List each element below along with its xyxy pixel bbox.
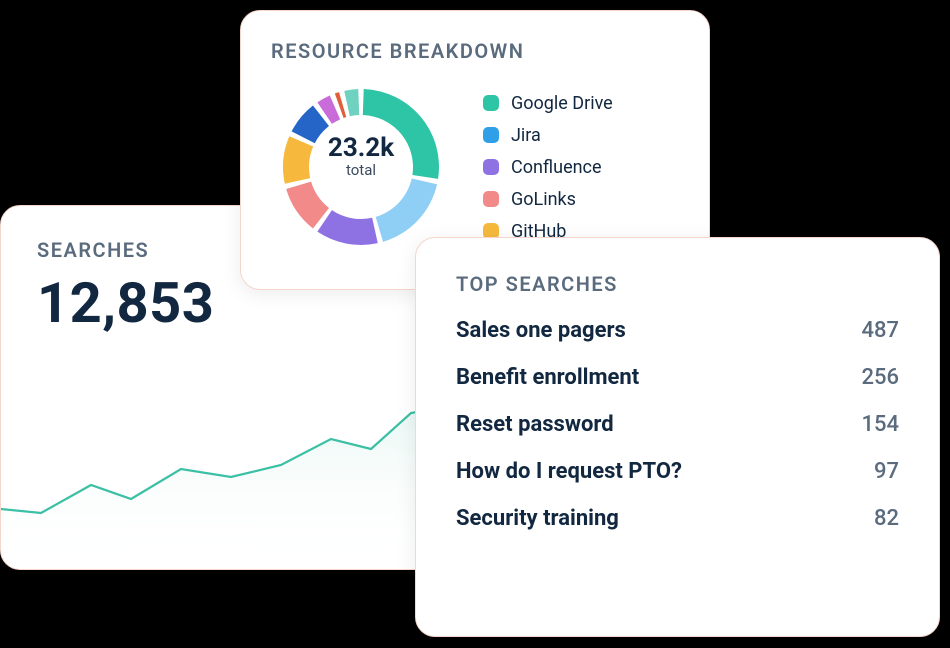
legend-label: GoLinks (511, 189, 576, 210)
legend-swatch (483, 95, 499, 111)
donut-slice (376, 179, 437, 242)
legend-label: Jira (511, 125, 541, 146)
top-search-row: Sales one pagers 487 (456, 318, 899, 343)
top-search-label: Sales one pagers (456, 318, 626, 343)
legend-swatch (483, 191, 499, 207)
top-search-label: Reset password (456, 412, 614, 437)
top-searches-list: Sales one pagers 487 Benefit enrollment 256… (456, 318, 899, 531)
legend-swatch (483, 159, 499, 175)
donut-slice (286, 182, 329, 229)
top-search-label: How do I request PTO? (456, 459, 682, 484)
legend-item: Google Drive (483, 93, 613, 114)
legend-item: Jira (483, 125, 613, 146)
legend-label: Confluence (511, 157, 602, 178)
top-search-count: 256 (861, 365, 899, 390)
legend-item: Confluence (483, 157, 613, 178)
legend-item: GoLinks (483, 189, 613, 210)
top-search-label: Benefit enrollment (456, 365, 639, 390)
top-search-row: How do I request PTO? 97 (456, 459, 899, 484)
top-search-row: Benefit enrollment 256 (456, 365, 899, 390)
top-search-count: 487 (861, 318, 899, 343)
top-searches-card: TOP SEARCHES Sales one pagers 487 Benefit … (415, 237, 940, 637)
resource-title: RESOURCE BREAKDOWN (271, 39, 679, 63)
donut-slice (317, 210, 377, 245)
donut-slice (344, 89, 359, 116)
legend-label: Google Drive (511, 93, 613, 114)
donut-center-value: 23.2k (301, 133, 421, 163)
top-search-row: Security training 82 (456, 506, 899, 531)
donut-center: 23.2k total (301, 133, 421, 179)
top-searches-title: TOP SEARCHES (456, 272, 899, 296)
top-search-count: 82 (874, 506, 899, 531)
donut-center-label: total (301, 161, 421, 179)
top-search-count: 97 (874, 459, 899, 484)
legend-swatch (483, 127, 499, 143)
top-search-count: 154 (861, 412, 899, 437)
resource-legend: Google DriveJiraConfluenceGoLinksGitHub (483, 93, 613, 242)
top-search-label: Security training (456, 506, 619, 531)
top-search-row: Reset password 154 (456, 412, 899, 437)
